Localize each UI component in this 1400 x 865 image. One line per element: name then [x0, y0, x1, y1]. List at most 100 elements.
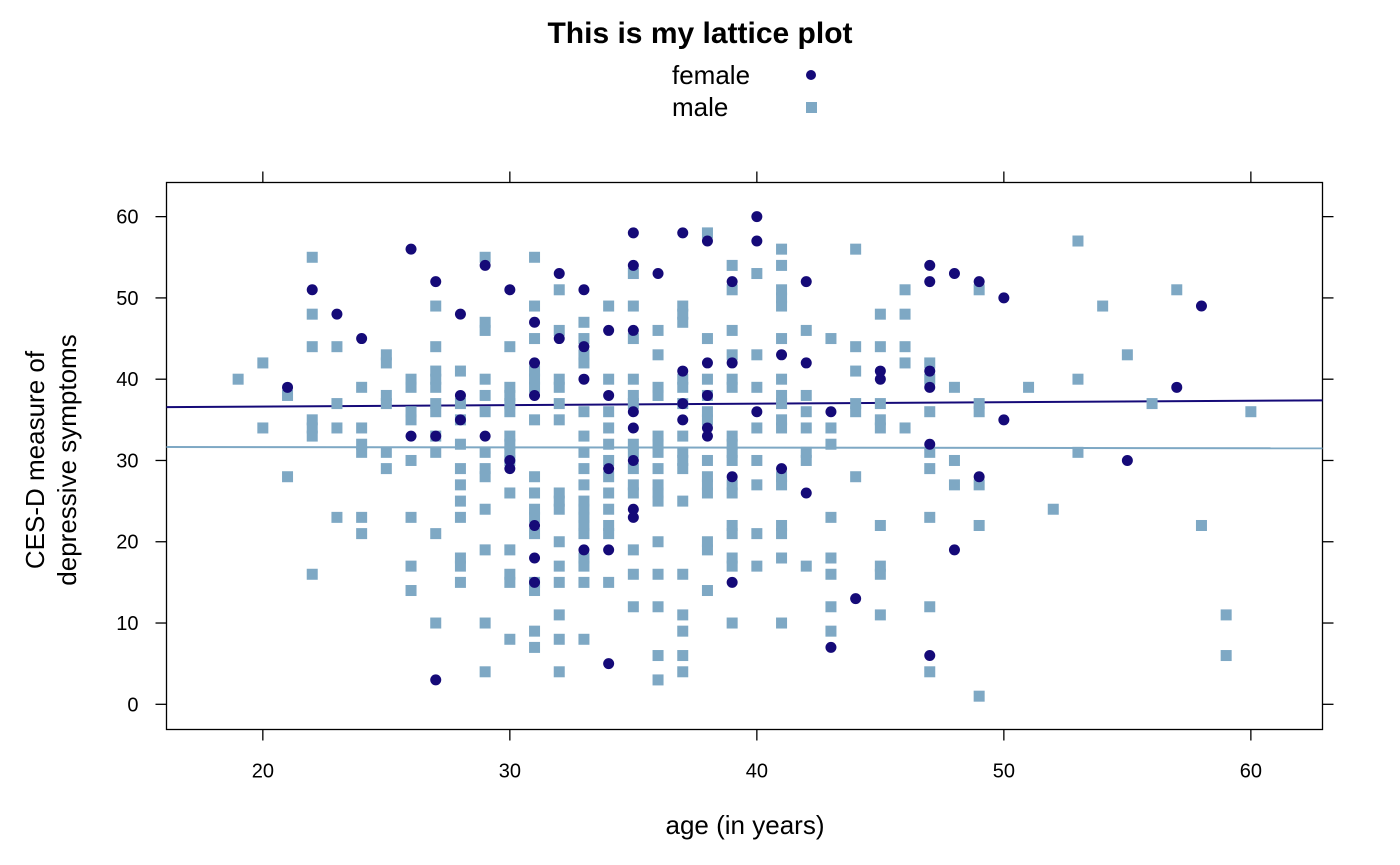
point-female — [430, 276, 442, 288]
point-female — [924, 438, 936, 450]
point-male — [751, 479, 763, 491]
point-male — [652, 479, 664, 491]
point-male — [578, 528, 590, 540]
point-male — [652, 568, 664, 580]
point-male — [529, 333, 541, 345]
point-male — [1097, 300, 1109, 312]
point-female — [578, 544, 590, 556]
point-male — [701, 536, 713, 548]
point-male — [578, 463, 590, 475]
point-female — [1171, 381, 1183, 393]
point-male — [553, 324, 565, 336]
point-male — [504, 487, 516, 499]
point-male — [924, 666, 936, 678]
point-male — [479, 373, 491, 385]
point-male — [1171, 284, 1183, 296]
point-male — [603, 406, 615, 418]
point-male — [726, 381, 738, 393]
point-female — [627, 454, 639, 466]
point-male — [430, 365, 442, 377]
point-male — [380, 463, 392, 475]
point-male — [776, 552, 788, 564]
point-male — [726, 349, 738, 361]
point-female — [356, 333, 368, 345]
point-male — [825, 552, 837, 564]
point-male — [578, 633, 590, 645]
point-female — [850, 593, 862, 605]
point-male — [306, 414, 318, 426]
point-male — [776, 373, 788, 385]
point-female — [454, 389, 466, 401]
point-female — [529, 552, 541, 564]
legend-label-female: female — [672, 60, 750, 90]
point-male — [356, 511, 368, 523]
point-male — [850, 471, 862, 483]
chart-title: This is my lattice plot — [547, 17, 852, 50]
x-tick-label: 60 — [1240, 761, 1262, 783]
point-male — [356, 446, 368, 458]
point-female — [726, 471, 738, 483]
point-male — [800, 406, 812, 418]
point-male — [825, 511, 837, 523]
point-male — [677, 568, 689, 580]
point-male — [282, 389, 294, 401]
point-male — [701, 373, 713, 385]
point-male — [405, 560, 417, 572]
point-male — [1023, 381, 1035, 393]
point-male — [430, 406, 442, 418]
point-male — [726, 479, 738, 491]
point-male — [677, 430, 689, 442]
point-male — [726, 284, 738, 296]
point-female — [825, 641, 837, 653]
point-male — [553, 398, 565, 410]
point-male — [306, 568, 318, 580]
point-male — [1072, 235, 1084, 247]
point-male — [603, 576, 615, 588]
point-male — [504, 568, 516, 580]
point-male — [578, 495, 590, 507]
point-male — [751, 349, 763, 361]
point-male — [776, 300, 788, 312]
point-male — [578, 519, 590, 531]
point-female — [430, 430, 442, 442]
point-male — [504, 381, 516, 393]
point-male — [751, 422, 763, 434]
point-male — [430, 446, 442, 458]
point-male — [578, 503, 590, 515]
point-male — [578, 430, 590, 442]
point-male — [306, 308, 318, 320]
point-female — [603, 324, 615, 336]
point-male — [652, 487, 664, 499]
x-tick-label: 30 — [499, 761, 521, 783]
point-male — [504, 398, 516, 410]
point-male — [603, 528, 615, 540]
point-male — [306, 430, 318, 442]
point-male — [874, 519, 886, 531]
point-male — [479, 324, 491, 336]
point-male — [874, 341, 886, 353]
point-male — [924, 446, 936, 458]
point-male — [627, 268, 639, 280]
point-male — [973, 284, 985, 296]
point-male — [776, 333, 788, 345]
point-male — [726, 446, 738, 458]
point-male — [356, 422, 368, 434]
point-female — [825, 406, 837, 418]
point-male — [973, 519, 985, 531]
point-female — [652, 268, 664, 280]
point-male — [504, 544, 516, 556]
point-male — [504, 438, 516, 450]
point-female — [454, 414, 466, 426]
point-male — [454, 495, 466, 507]
point-female — [924, 276, 936, 288]
point-male — [578, 357, 590, 369]
point-male — [504, 576, 516, 588]
point-female — [776, 463, 788, 475]
point-male — [701, 471, 713, 483]
point-male — [306, 341, 318, 353]
point-female — [998, 292, 1010, 304]
y-tick-label: 60 — [116, 207, 138, 229]
point-male — [924, 601, 936, 613]
point-male — [331, 398, 343, 410]
